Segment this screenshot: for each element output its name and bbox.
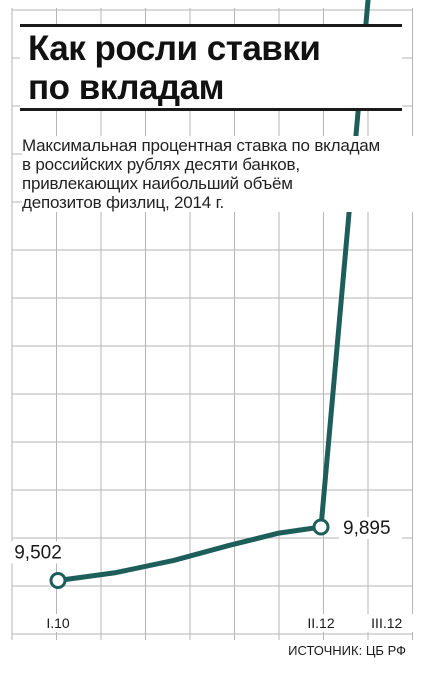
chart-title-line-2: по вкладам [28, 68, 224, 107]
x-tick-label-bg [359, 614, 414, 632]
chart-subtitle: Максимальная процентная ставка по вклада… [22, 136, 414, 212]
data-label-bg [339, 517, 402, 539]
x-tick-label-bg [39, 614, 77, 632]
subtitle-line-4: депозитов физлиц, 2014 г. [22, 193, 225, 212]
data-label: 9,502 [14, 543, 62, 564]
markers [49, 518, 330, 589]
x-tick-label-bg [298, 614, 344, 632]
data-label-bg [6, 541, 70, 564]
source-bg [282, 640, 412, 660]
x-tick-label: I.10 [46, 615, 70, 631]
subtitle-line-1: Максимальная процентная ставка по вклада… [22, 136, 381, 155]
subtitle-line-2: в российских рублях десяти банков, [22, 155, 300, 174]
x-tick-label: II.12 [307, 615, 334, 631]
x-tick-label: III.12 [371, 615, 402, 631]
title-box: Как росли ставки по вкладам [20, 24, 402, 111]
data-label: 9,895 [343, 518, 391, 539]
subtitle-line-3: привлекающих наибольший объём [22, 174, 293, 193]
source-note: ИСТОЧНИК: ЦБ РФ [288, 643, 406, 658]
point-marker-open [312, 518, 330, 536]
labels: 9,5029,89515,31I.10II.12III.12ИСТОЧНИК: … [6, 517, 414, 660]
chart-title-line-1: Как росли ставки [28, 29, 321, 68]
point-marker-open [49, 572, 67, 589]
